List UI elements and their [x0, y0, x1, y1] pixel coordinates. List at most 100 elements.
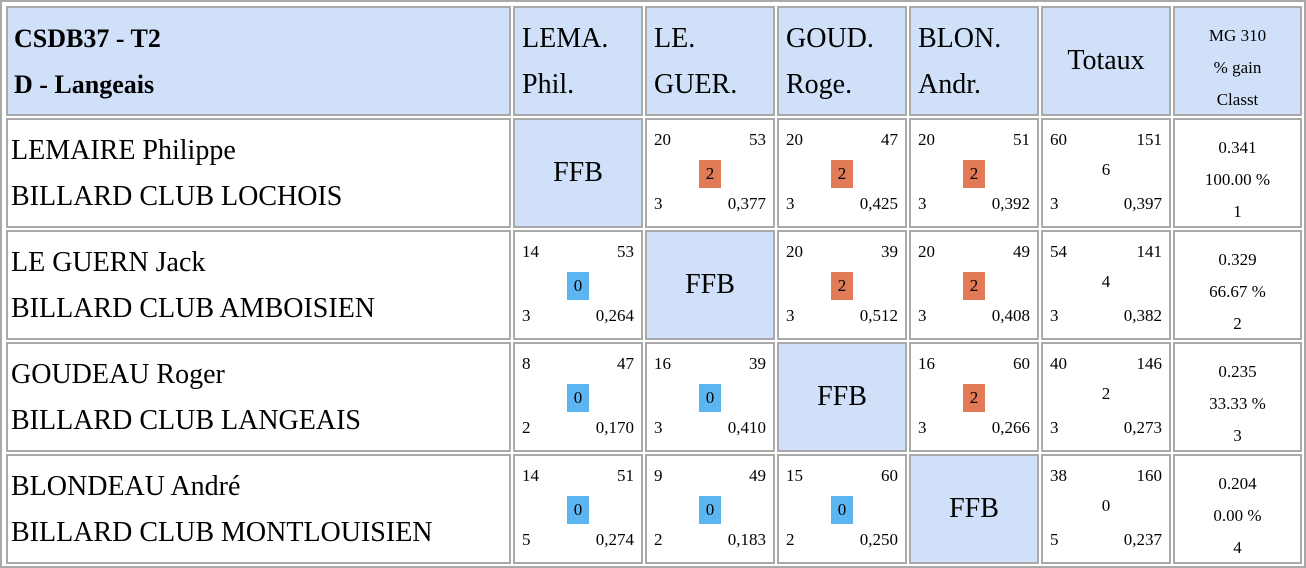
total-match-points-value: 0	[1101, 496, 1111, 515]
best-series: 2	[522, 418, 531, 437]
total-best-series: 3	[1050, 194, 1059, 213]
col-header-totals: Totaux	[1041, 6, 1171, 116]
ffb-label: FFB	[685, 269, 735, 300]
win-badge: 2	[963, 384, 985, 412]
average: 0,266	[991, 418, 1030, 437]
best-series: 3	[654, 418, 663, 437]
best-series: 3	[654, 194, 663, 213]
total-match-points: 0	[1043, 496, 1169, 516]
col-header-line1: LEMA.	[522, 23, 609, 54]
self-match-cell: FFB	[777, 342, 907, 452]
points-scored: 20	[786, 242, 803, 261]
player-name: GOUDEAU Roger	[11, 359, 225, 390]
totals-label: Totaux	[1067, 45, 1145, 76]
points-scored: 14	[522, 466, 539, 485]
best-series: 3	[918, 306, 927, 325]
match-cell: 9 49 0 2 0,183	[645, 454, 775, 564]
player-cell: GOUDEAU Roger BILLARD CLUB LANGEAIS	[6, 342, 511, 452]
rank-value: 3	[1233, 426, 1242, 445]
col-header-player-2: LE. GUER.	[645, 6, 775, 116]
total-points: 38	[1050, 466, 1067, 485]
rank-value: 2	[1233, 314, 1242, 333]
innings: 47	[881, 130, 898, 149]
col-header-player-4: BLON. Andr.	[909, 6, 1039, 116]
best-series: 3	[786, 194, 795, 213]
loss-badge: 0	[567, 496, 589, 524]
innings: 51	[617, 466, 634, 485]
match-cell: 16 39 0 3 0,410	[645, 342, 775, 452]
mg-value: 0.235	[1218, 362, 1257, 381]
average: 0,408	[991, 306, 1030, 325]
average: 0,512	[859, 306, 898, 325]
rank-value: 4	[1233, 538, 1242, 557]
total-average: 0,273	[1123, 418, 1162, 437]
best-series: 5	[522, 530, 531, 549]
loss-badge: 0	[567, 384, 589, 412]
col-header-line1: LE.	[654, 23, 696, 54]
player-name: BLONDEAU André	[11, 471, 241, 502]
match-points: 0	[515, 272, 641, 300]
col-header-line1: GOUD.	[786, 23, 874, 54]
match-cell: 8 47 0 2 0,170	[513, 342, 643, 452]
match-points: 0	[779, 496, 905, 524]
average: 0,183	[727, 530, 766, 549]
col-header-player-1: LEMA. Phil.	[513, 6, 643, 116]
col-header-player-3: GOUD. Roge.	[777, 6, 907, 116]
points-scored: 16	[654, 354, 671, 373]
mg-label: MG 310	[1208, 26, 1267, 45]
club-name: BILLARD CLUB MONTLOUISIEN	[11, 517, 433, 548]
mg-value: 0.204	[1218, 474, 1257, 493]
total-innings: 151	[1136, 130, 1163, 149]
col-header-line2: GUER.	[654, 69, 738, 100]
win-badge: 2	[963, 160, 985, 188]
total-match-points-value: 2	[1101, 384, 1111, 403]
match-cell: 20 51 2 3 0,392	[909, 118, 1039, 228]
innings: 39	[881, 242, 898, 261]
total-match-points-value: 4	[1101, 272, 1111, 291]
ffb-label: FFB	[553, 157, 603, 188]
result-cell: 0.341 100.00 % 1	[1173, 118, 1302, 228]
match-points: 0	[515, 384, 641, 412]
col-header-line2: Roge.	[786, 69, 853, 100]
total-innings: 141	[1136, 242, 1163, 261]
mg-value: 0.329	[1218, 250, 1257, 269]
totals-cell: 54 141 4 3 0,382	[1041, 230, 1171, 340]
result-cell: 0.235 33.33 % 3	[1173, 342, 1302, 452]
innings: 51	[1013, 130, 1030, 149]
self-match-cell: FFB	[513, 118, 643, 228]
self-match-cell: FFB	[909, 454, 1039, 564]
total-points: 60	[1050, 130, 1067, 149]
rank-value: 1	[1233, 202, 1242, 221]
match-points: 2	[911, 160, 1037, 188]
innings: 39	[749, 354, 766, 373]
total-match-points: 6	[1043, 160, 1169, 180]
best-series: 2	[786, 530, 795, 549]
total-innings: 160	[1136, 466, 1163, 485]
win-badge: 2	[831, 272, 853, 300]
match-points: 0	[647, 496, 773, 524]
col-header-line2: Andr.	[918, 69, 981, 100]
innings: 60	[1013, 354, 1030, 373]
average: 0,410	[727, 418, 766, 437]
player-cell: LEMAIRE Philippe BILLARD CLUB LOCHOIS	[6, 118, 511, 228]
match-cell: 20 53 2 3 0,377	[645, 118, 775, 228]
rank-label: Classt	[1216, 90, 1259, 109]
match-cell: 14 51 0 5 0,274	[513, 454, 643, 564]
average: 0,377	[727, 194, 766, 213]
match-cell: 14 53 0 3 0,264	[513, 230, 643, 340]
ffb-label: FFB	[817, 381, 867, 412]
best-series: 3	[918, 418, 927, 437]
points-scored: 20	[918, 130, 935, 149]
total-points: 40	[1050, 354, 1067, 373]
points-scored: 20	[786, 130, 803, 149]
total-match-points-value: 6	[1101, 160, 1111, 179]
club-name: BILLARD CLUB LANGEAIS	[11, 405, 361, 436]
best-series: 2	[654, 530, 663, 549]
match-points: 0	[647, 384, 773, 412]
points-scored: 9	[654, 466, 663, 485]
points-scored: 20	[654, 130, 671, 149]
total-best-series: 3	[1050, 418, 1059, 437]
gain-value: 33.33 %	[1209, 394, 1266, 413]
competition-title: CSDB37 - T2 D - Langeais	[6, 6, 511, 116]
